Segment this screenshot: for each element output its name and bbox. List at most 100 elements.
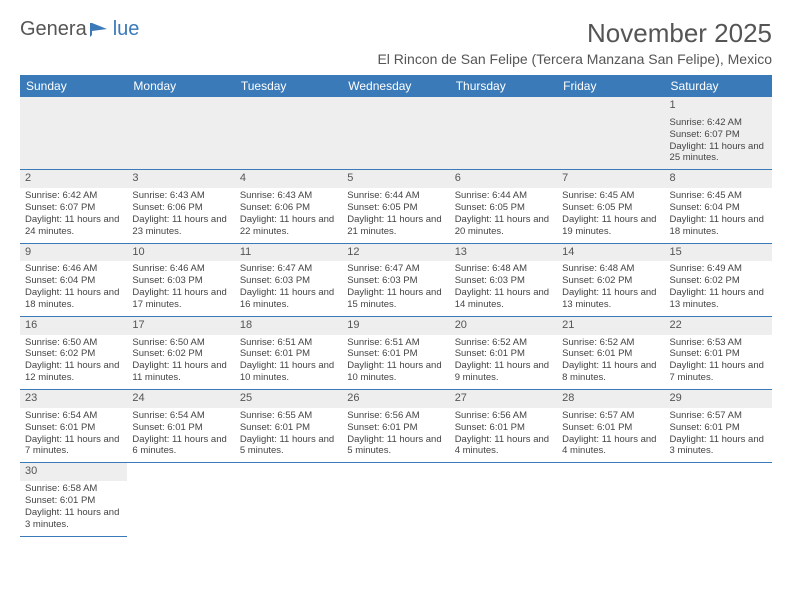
flag-icon bbox=[89, 21, 111, 39]
day-details: Sunrise: 6:43 AMSunset: 6:06 PMDaylight:… bbox=[240, 190, 337, 238]
day-details: Sunrise: 6:52 AMSunset: 6:01 PMDaylight:… bbox=[455, 337, 552, 385]
day-details: Sunrise: 6:47 AMSunset: 6:03 PMDaylight:… bbox=[347, 263, 444, 311]
calendar-cell bbox=[450, 97, 557, 170]
sunset-text: Sunset: 6:03 PM bbox=[132, 275, 229, 287]
daylight-text: Daylight: 11 hours and 3 minutes. bbox=[25, 507, 122, 531]
sunrise-text: Sunrise: 6:47 AM bbox=[347, 263, 444, 275]
calendar-cell: 3Sunrise: 6:43 AMSunset: 6:06 PMDaylight… bbox=[127, 170, 234, 243]
sunrise-text: Sunrise: 6:51 AM bbox=[347, 337, 444, 349]
weekday-header: Tuesday bbox=[235, 75, 342, 97]
day-number: 28 bbox=[557, 390, 664, 408]
title-block: November 2025 El Rincon de San Felipe (T… bbox=[377, 18, 772, 67]
day-number: 5 bbox=[342, 170, 449, 188]
daylight-text: Daylight: 11 hours and 24 minutes. bbox=[25, 214, 122, 238]
sunset-text: Sunset: 6:01 PM bbox=[347, 422, 444, 434]
daylight-text: Daylight: 11 hours and 25 minutes. bbox=[670, 141, 767, 165]
day-number: 10 bbox=[127, 244, 234, 262]
sunset-text: Sunset: 6:01 PM bbox=[562, 348, 659, 360]
sunset-text: Sunset: 6:02 PM bbox=[25, 348, 122, 360]
sunset-text: Sunset: 6:03 PM bbox=[455, 275, 552, 287]
daylight-text: Daylight: 11 hours and 23 minutes. bbox=[132, 214, 229, 238]
location-subtitle: El Rincon de San Felipe (Tercera Manzana… bbox=[377, 51, 772, 67]
calendar-cell: 16Sunrise: 6:50 AMSunset: 6:02 PMDayligh… bbox=[20, 316, 127, 389]
sunrise-text: Sunrise: 6:45 AM bbox=[562, 190, 659, 202]
daylight-text: Daylight: 11 hours and 19 minutes. bbox=[562, 214, 659, 238]
sunrise-text: Sunrise: 6:43 AM bbox=[240, 190, 337, 202]
daylight-text: Daylight: 11 hours and 6 minutes. bbox=[132, 434, 229, 458]
sunset-text: Sunset: 6:07 PM bbox=[25, 202, 122, 214]
day-number: 13 bbox=[450, 244, 557, 262]
day-details: Sunrise: 6:54 AMSunset: 6:01 PMDaylight:… bbox=[132, 410, 229, 458]
sunset-text: Sunset: 6:06 PM bbox=[240, 202, 337, 214]
daylight-text: Daylight: 11 hours and 18 minutes. bbox=[670, 214, 767, 238]
calendar-cell: 26Sunrise: 6:56 AMSunset: 6:01 PMDayligh… bbox=[342, 390, 449, 463]
calendar-cell bbox=[665, 463, 772, 536]
calendar-cell: 11Sunrise: 6:47 AMSunset: 6:03 PMDayligh… bbox=[235, 243, 342, 316]
calendar-cell bbox=[450, 463, 557, 536]
day-number: 4 bbox=[235, 170, 342, 188]
weekday-header: Sunday bbox=[20, 75, 127, 97]
calendar-cell: 12Sunrise: 6:47 AMSunset: 6:03 PMDayligh… bbox=[342, 243, 449, 316]
day-details: Sunrise: 6:58 AMSunset: 6:01 PMDaylight:… bbox=[25, 483, 122, 531]
sunset-text: Sunset: 6:02 PM bbox=[132, 348, 229, 360]
sunrise-text: Sunrise: 6:50 AM bbox=[25, 337, 122, 349]
calendar-week-row: 30 Sunrise: 6:58 AMSunset: 6:01 PMDayligh… bbox=[20, 463, 772, 536]
daylight-text: Daylight: 11 hours and 7 minutes. bbox=[670, 360, 767, 384]
day-details: Sunrise: 6:52 AMSunset: 6:01 PMDaylight:… bbox=[562, 337, 659, 385]
sunset-text: Sunset: 6:05 PM bbox=[562, 202, 659, 214]
calendar-cell: 7Sunrise: 6:45 AMSunset: 6:05 PMDaylight… bbox=[557, 170, 664, 243]
sunrise-text: Sunrise: 6:51 AM bbox=[240, 337, 337, 349]
sunrise-text: Sunrise: 6:52 AM bbox=[562, 337, 659, 349]
sunrise-text: Sunrise: 6:44 AM bbox=[455, 190, 552, 202]
sunset-text: Sunset: 6:02 PM bbox=[562, 275, 659, 287]
day-number: 24 bbox=[127, 390, 234, 408]
sunset-text: Sunset: 6:04 PM bbox=[670, 202, 767, 214]
day-details: Sunrise: 6:43 AMSunset: 6:06 PMDaylight:… bbox=[132, 190, 229, 238]
calendar-cell bbox=[557, 463, 664, 536]
sunset-text: Sunset: 6:01 PM bbox=[670, 348, 767, 360]
day-details: Sunrise: 6:48 AMSunset: 6:03 PMDaylight:… bbox=[455, 263, 552, 311]
daylight-text: Daylight: 11 hours and 15 minutes. bbox=[347, 287, 444, 311]
sunrise-text: Sunrise: 6:48 AM bbox=[455, 263, 552, 275]
sunrise-text: Sunrise: 6:52 AM bbox=[455, 337, 552, 349]
calendar-cell bbox=[127, 97, 234, 170]
sunset-text: Sunset: 6:03 PM bbox=[240, 275, 337, 287]
calendar-cell bbox=[235, 97, 342, 170]
calendar-cell: 4 Sunrise: 6:43 AMSunset: 6:06 PMDaylight… bbox=[235, 170, 342, 243]
sunset-text: Sunset: 6:07 PM bbox=[670, 129, 767, 141]
day-details: Sunrise: 6:47 AMSunset: 6:03 PMDaylight:… bbox=[240, 263, 337, 311]
sunrise-text: Sunrise: 6:56 AM bbox=[455, 410, 552, 422]
sunset-text: Sunset: 6:01 PM bbox=[25, 422, 122, 434]
day-number: 27 bbox=[450, 390, 557, 408]
day-details: Sunrise: 6:44 AMSunset: 6:05 PMDaylight:… bbox=[347, 190, 444, 238]
day-details: Sunrise: 6:46 AMSunset: 6:03 PMDaylight:… bbox=[132, 263, 229, 311]
sunset-text: Sunset: 6:06 PM bbox=[132, 202, 229, 214]
sunset-text: Sunset: 6:01 PM bbox=[240, 422, 337, 434]
sunrise-text: Sunrise: 6:57 AM bbox=[670, 410, 767, 422]
header: Genera lue November 2025 El Rincon de Sa… bbox=[20, 18, 772, 67]
calendar-cell: 17Sunrise: 6:50 AMSunset: 6:02 PMDayligh… bbox=[127, 316, 234, 389]
day-number: 18 bbox=[235, 317, 342, 335]
daylight-text: Daylight: 11 hours and 20 minutes. bbox=[455, 214, 552, 238]
sunset-text: Sunset: 6:01 PM bbox=[670, 422, 767, 434]
calendar-cell: 27 Sunrise: 6:56 AMSunset: 6:01 PMDayligh… bbox=[450, 390, 557, 463]
calendar-cell: 21Sunrise: 6:52 AMSunset: 6:01 PMDayligh… bbox=[557, 316, 664, 389]
day-details: Sunrise: 6:44 AMSunset: 6:05 PMDaylight:… bbox=[455, 190, 552, 238]
day-details: Sunrise: 6:56 AMSunset: 6:01 PMDaylight:… bbox=[455, 410, 552, 458]
weekday-header: Friday bbox=[557, 75, 664, 97]
sunset-text: Sunset: 6:01 PM bbox=[240, 348, 337, 360]
day-number: 26 bbox=[342, 390, 449, 408]
calendar-cell: 24 Sunrise: 6:54 AMSunset: 6:01 PMDayligh… bbox=[127, 390, 234, 463]
day-details: Sunrise: 6:45 AMSunset: 6:05 PMDaylight:… bbox=[562, 190, 659, 238]
day-number: 30 bbox=[20, 463, 127, 481]
day-number: 29 bbox=[665, 390, 772, 408]
sunset-text: Sunset: 6:01 PM bbox=[132, 422, 229, 434]
calendar-cell: 23Sunrise: 6:54 AMSunset: 6:01 PMDayligh… bbox=[20, 390, 127, 463]
sunrise-text: Sunrise: 6:53 AM bbox=[670, 337, 767, 349]
daylight-text: Daylight: 11 hours and 9 minutes. bbox=[455, 360, 552, 384]
calendar-cell: 2Sunrise: 6:42 AMSunset: 6:07 PMDaylight… bbox=[20, 170, 127, 243]
sunrise-text: Sunrise: 6:58 AM bbox=[25, 483, 122, 495]
calendar-cell: 22Sunrise: 6:53 AMSunset: 6:01 PMDayligh… bbox=[665, 316, 772, 389]
day-details: Sunrise: 6:57 AMSunset: 6:01 PMDaylight:… bbox=[562, 410, 659, 458]
calendar-cell: 15Sunrise: 6:49 AMSunset: 6:02 PMDayligh… bbox=[665, 243, 772, 316]
